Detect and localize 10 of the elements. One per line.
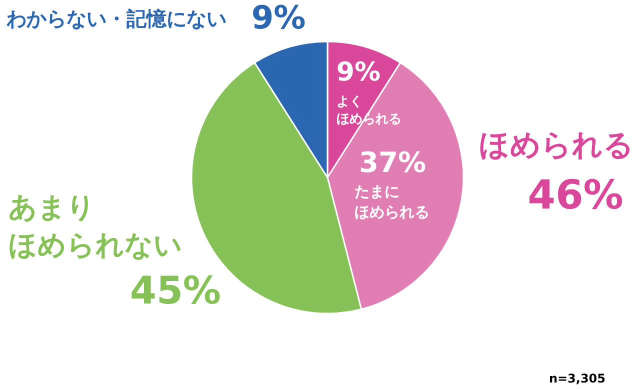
- data-label: 37%: [358, 146, 426, 179]
- text: n=3,305: [548, 372, 606, 386]
- text: 46%: [528, 172, 624, 218]
- text: ほめられる: [479, 128, 634, 163]
- data-label: 9%: [336, 58, 381, 88]
- slice-label: たまにほめられる: [354, 182, 430, 221]
- data-label: 9%: [251, 0, 306, 36]
- slice-label: わからない・記憶にない: [6, 6, 226, 30]
- data-label: 45%: [130, 268, 221, 312]
- slice-label: あまりほめられない: [8, 190, 182, 262]
